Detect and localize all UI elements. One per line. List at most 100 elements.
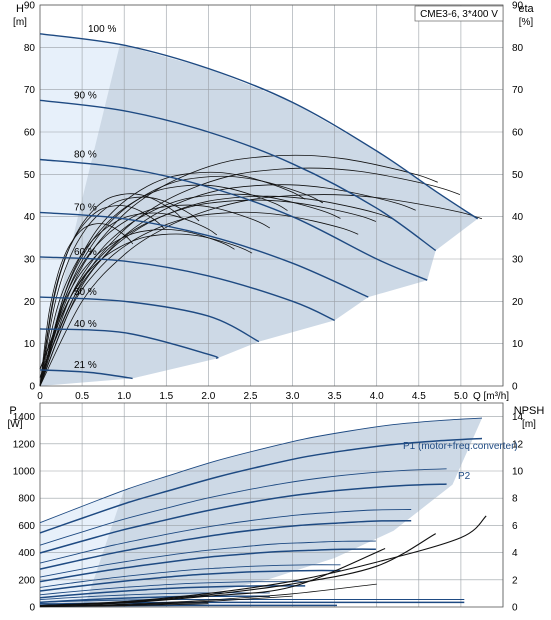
x-axis-label: Q [m³/h]	[473, 391, 509, 402]
x-tick-label: 1.5	[159, 391, 173, 402]
y-tick-label: 0	[29, 382, 35, 393]
p2-label: P2	[458, 471, 471, 482]
p1-curve	[39, 509, 412, 564]
y-tick-label: 1000	[13, 467, 36, 478]
speed-curve-label: 60 %	[74, 247, 97, 258]
efficiency-curve	[39, 175, 324, 387]
npsh-axis-unit: [m]	[522, 419, 536, 430]
p1-curve	[39, 468, 447, 546]
efficiency-curve	[39, 194, 483, 387]
eta-tick-label: 70	[512, 85, 524, 96]
npsh-tick-label: 10	[512, 467, 524, 478]
x-tick-label: 5.0	[454, 391, 468, 402]
eta-tick-label: 90	[512, 1, 524, 12]
power-chart: 0 200 400 600 800 1000 1200 1400 0 2 4 6 8 10 12 14 P [W]…	[8, 402, 545, 614]
x-tick-label: 3.0	[286, 391, 300, 402]
plot-frame	[39, 402, 504, 608]
efficiency-curve	[39, 205, 164, 387]
eta-tick-label: 0	[512, 382, 518, 393]
y-tick-label: 50	[24, 170, 36, 181]
efficiency-curve	[39, 211, 359, 387]
speed-curve	[39, 158, 428, 281]
speed-curve	[39, 369, 133, 380]
eta-axis-title: eta	[518, 3, 534, 15]
p1-curve	[39, 540, 376, 578]
p1-curve	[39, 581, 306, 596]
plot-frame	[39, 4, 504, 387]
p2-curve	[39, 548, 376, 583]
y-tick-label: 0	[29, 603, 35, 614]
x-tick-label: 2.5	[244, 391, 258, 402]
efficiency-curve	[39, 212, 218, 387]
npsh-tick-label: 6	[512, 521, 518, 532]
p2-curve	[39, 569, 341, 592]
y-tick-label: 90	[24, 1, 36, 12]
efficiency-curve	[39, 193, 341, 387]
x-tick-label: 0.5	[75, 391, 89, 402]
eta-tick-label: 20	[512, 297, 524, 308]
p2-curve	[39, 437, 483, 534]
y-tick-label: 600	[18, 521, 35, 532]
speed-curve-label: 100 %	[88, 24, 116, 35]
p1-curve	[39, 564, 341, 588]
eta-tick-label: 30	[512, 255, 524, 266]
x-tick-label: 0	[37, 391, 43, 402]
p1-curve	[39, 417, 483, 524]
p1-curve	[39, 592, 270, 601]
efficiency-curve	[39, 196, 200, 387]
p2-curve	[39, 585, 306, 599]
speed-curve	[39, 328, 219, 360]
speed-curve-label: 80 %	[74, 150, 97, 161]
speed-curve-label: 40 %	[74, 319, 97, 330]
efficiency-curve	[39, 167, 461, 378]
npsh-tick-label: 0	[512, 603, 518, 614]
operating-area	[40, 33, 478, 387]
npsh-axis-title: NPSH	[514, 405, 545, 417]
efficiency-curve	[39, 204, 270, 387]
eta-tick-label: 60	[512, 128, 524, 139]
y-tick-label: 800	[18, 494, 35, 505]
model-label: CME3-6, 3*400 V	[420, 9, 498, 20]
efficiency-curve	[39, 223, 134, 387]
efficiency-curve	[39, 195, 394, 378]
y-tick-label: 60	[24, 128, 36, 139]
speed-curve	[39, 256, 335, 322]
y-tick-label: 30	[24, 255, 36, 266]
npsh-tick-label: 4	[512, 548, 518, 559]
y-tick-label: 70	[24, 85, 36, 96]
efficiency-curve	[39, 154, 438, 370]
npsh-curve	[39, 603, 209, 608]
y-tick-label: 40	[24, 212, 36, 223]
efficiency-curve	[39, 228, 235, 387]
npsh-tick-label: 8	[512, 494, 518, 505]
y-tick-label: 200	[18, 575, 35, 586]
y-tick-label: 1400	[13, 412, 36, 423]
model-label-box	[414, 5, 504, 22]
speed-curve-label: 50 %	[74, 287, 97, 298]
x-tick-label: 2.0	[201, 391, 215, 402]
npsh-tick-label: 2	[512, 575, 518, 586]
x-tick-label: 4.5	[412, 391, 426, 402]
eta-axis-unit: [%]	[519, 17, 534, 28]
eta-tick-label: 10	[512, 339, 524, 350]
p2-curve	[39, 595, 270, 604]
npsh-tick-label: 12	[512, 439, 524, 450]
y-tick-label: 80	[24, 43, 36, 54]
eta-tick-label: 80	[512, 43, 524, 54]
npsh-tick-label: 14	[512, 412, 524, 423]
speed-curve	[39, 33, 479, 220]
y-tick-label: 1200	[13, 439, 36, 450]
speed-curve	[39, 296, 260, 343]
min-flow-area	[40, 33, 120, 384]
y-tick-label: 20	[24, 297, 36, 308]
speed-curve-label: 90 %	[74, 90, 97, 101]
speed-curve-label: 21 %	[74, 360, 97, 371]
efficiency-curve	[39, 233, 253, 387]
npsh-curve	[39, 533, 436, 607]
npsh-curve	[39, 547, 386, 607]
x-tick-label: 3.5	[328, 391, 342, 402]
p2-curve	[39, 483, 447, 554]
